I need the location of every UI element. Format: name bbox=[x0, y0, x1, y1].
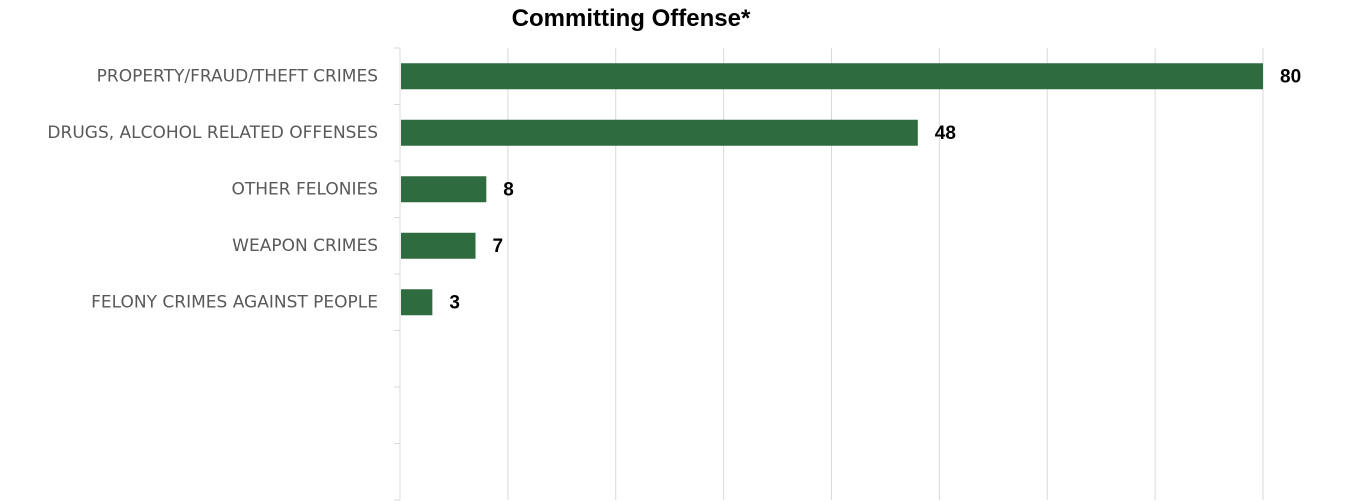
data-label: 48 bbox=[935, 123, 956, 144]
bar bbox=[401, 63, 1263, 90]
data-label: 80 bbox=[1280, 66, 1301, 87]
category-label: PROPERTY/FRAUD/THEFT CRIMES bbox=[97, 66, 378, 86]
data-label: 3 bbox=[449, 292, 460, 313]
bar bbox=[401, 289, 433, 316]
bar bbox=[401, 176, 487, 203]
category-axis bbox=[394, 47, 401, 501]
gridlines bbox=[507, 48, 1264, 500]
category-label: WEAPON CRIMES bbox=[232, 236, 378, 256]
data-label: 8 bbox=[503, 179, 514, 200]
data-label: 7 bbox=[493, 236, 504, 257]
bars bbox=[401, 63, 1263, 316]
category-label: DRUGS, ALCOHOL RELATED OFFENSES bbox=[47, 123, 378, 143]
bar bbox=[401, 119, 918, 146]
category-label: FELONY CRIMES AGAINST PEOPLE bbox=[91, 292, 378, 312]
category-label: OTHER FELONIES bbox=[231, 179, 378, 199]
labels: PROPERTY/FRAUD/THEFT CRIMES 80 DRUGS, ALCO… bbox=[47, 66, 1301, 313]
chart-title: Committing Offense* bbox=[511, 5, 751, 32]
bar bbox=[401, 232, 476, 259]
